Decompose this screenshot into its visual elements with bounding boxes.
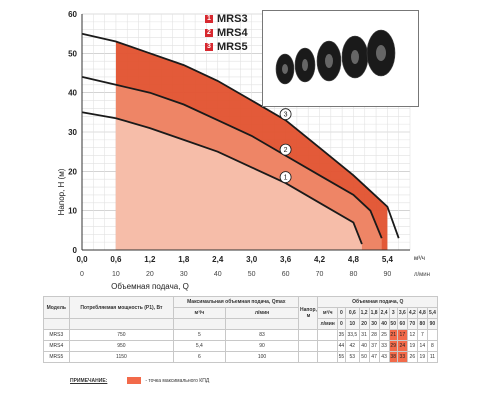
col-qmax-header: Максимальная объемная подача, Qmax <box>173 296 300 308</box>
qmax-unit-m3: м³/ч <box>173 307 226 319</box>
x-tick-label: 0,0 <box>76 255 88 264</box>
x2-tick-label: 20 <box>146 271 154 278</box>
table-row: MRS4 950 5,4 90 44 42 40 37 33 29 24 19 … <box>43 340 439 352</box>
flow-m3-9: 5,4 <box>426 307 439 319</box>
x2-tick-label: 60 <box>282 271 290 278</box>
y-tick-label: 60 <box>68 10 77 19</box>
x2-tick-label: 70 <box>316 271 324 278</box>
x-tick-label: 4,2 <box>314 255 326 264</box>
x-tick-label: 4,8 <box>348 255 360 264</box>
x-tick-label: 0,6 <box>110 255 122 264</box>
y-tick-label: 10 <box>68 207 77 216</box>
x-axis-title: Объемная подача, Q <box>111 282 189 291</box>
flow-l-8: 80 <box>416 318 428 330</box>
flow-l-5: 50 <box>388 318 398 330</box>
curve-marker-mrs3 <box>279 171 292 184</box>
flow-m3-8: 4,8 <box>416 307 428 319</box>
x2-tick-label: 30 <box>180 271 188 278</box>
flow-m3-2: 1,2 <box>358 307 370 319</box>
x2-tick-label: 10 <box>112 271 120 278</box>
x2-tick-label: 80 <box>350 271 358 278</box>
x-tick-label: 5,4 <box>382 255 394 264</box>
curve-marker-mrs4 <box>279 143 292 156</box>
x-tick-label: 3,0 <box>246 255 258 264</box>
pump-impellers-photo <box>262 10 419 107</box>
performance-table: Модель Потребляемая мощность (P1), Вт Ма… <box>43 296 439 363</box>
legend: 1 MRS3 2 MRS4 3 MRS5 <box>205 12 248 54</box>
y-tick-label: 0 <box>73 246 78 255</box>
curve-marker-label: 1 <box>284 175 288 182</box>
legend-item-mrs5: 3 MRS5 <box>205 40 248 53</box>
flow-m3-0: 0 <box>336 307 347 319</box>
curve-mrs3 <box>81 111 363 245</box>
flow-l-4: 40 <box>378 318 390 330</box>
flow-m3-4: 2,4 <box>378 307 390 319</box>
curve-marker-mrs5 <box>279 108 292 121</box>
y-axis-title: Напор, Н (м) <box>57 168 66 215</box>
note-swatch <box>127 377 142 384</box>
curve-mrs5 <box>81 32 400 239</box>
x-tick-label: 3,6 <box>280 255 292 264</box>
flow-l-6: 60 <box>396 318 408 330</box>
y-tick-label: 50 <box>68 49 77 58</box>
legend-item-mrs3: 1 MRS3 <box>205 12 248 25</box>
flow-unit-lmin: л/мин <box>317 318 338 330</box>
note-text: - точка максимального КПД <box>145 377 210 384</box>
x2-tick-label: 0 <box>80 271 84 278</box>
area-mrs3 <box>115 118 362 250</box>
x2-tick-label: 40 <box>214 271 222 278</box>
legend-item-mrs4: 2 MRS4 <box>205 26 248 39</box>
flow-unit-m3: м³/ч <box>317 307 338 319</box>
curve-marker-label: 3 <box>284 112 288 119</box>
note-title: ПРИМЕЧАНИЕ: <box>70 377 108 384</box>
flow-m3-7: 4,2 <box>406 307 418 319</box>
x2-tick-label: 50 <box>248 271 256 278</box>
col-head-label: Напор, м <box>298 296 319 330</box>
flow-l-1: 10 <box>345 318 360 330</box>
flow-m3-6: 3,6 <box>396 307 408 319</box>
table-row: MRS5 1150 6 100 55 53 50 47 43 38 33 26 … <box>43 351 439 363</box>
y-tick-label: 20 <box>68 167 77 176</box>
y-tick-label: 40 <box>68 89 77 98</box>
flow-m3-1: 0,6 <box>345 307 360 319</box>
x-unit-label: м³/ч <box>414 256 425 262</box>
x-tick-label: 2,4 <box>212 255 224 264</box>
curve-mrs4 <box>81 76 383 239</box>
x-tick-label: 1,8 <box>178 255 190 264</box>
col-model-header: Модель <box>43 296 70 319</box>
flow-l-2: 20 <box>358 318 370 330</box>
flow-m3-5: 3 <box>388 307 398 319</box>
table-row: MRS3 750 5 83 35 33,5 31 28 25 21 17 12 … <box>43 329 439 341</box>
col-flow-header: Объемная подача, Q <box>317 296 438 308</box>
flow-l-7: 70 <box>406 318 418 330</box>
curve-marker-label: 2 <box>284 147 288 154</box>
qmax-unit-lmin: л/мин <box>224 307 300 319</box>
y-tick-label: 30 <box>68 128 77 137</box>
flow-m3-3: 1,8 <box>368 307 380 319</box>
x-tick-label: 1,2 <box>144 255 156 264</box>
x2-tick-label: 90 <box>383 271 391 278</box>
flow-l-9: 90 <box>426 318 439 330</box>
col-power-header: Потребляемая мощность (P1), Вт <box>68 296 175 319</box>
flow-l-0: 0 <box>336 318 347 330</box>
flow-l-3: 30 <box>368 318 380 330</box>
note: ПРИМЕЧАНИЕ: - точка максимального КПД <box>70 377 209 384</box>
x2-unit-label: л/мин <box>414 272 430 278</box>
